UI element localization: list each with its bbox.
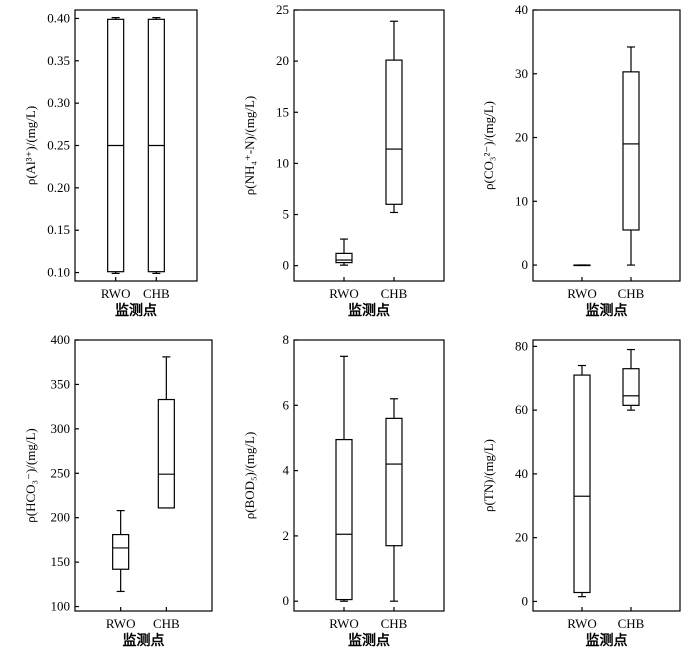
box-CHB (622, 46, 640, 266)
plot-frame (532, 9, 681, 282)
iqr-box (622, 71, 640, 231)
y-tick-label: 0.10 (47, 265, 70, 280)
y-axis-label: ρ(CO₃²⁻)/(mg/L) (481, 101, 496, 190)
box-CHB (147, 17, 165, 274)
y-axis-label: ρ(TN)/(mg/L) (481, 439, 496, 512)
y-tick-label: 25 (276, 2, 289, 17)
y-tick-label: 20 (515, 130, 528, 145)
y-tick-label: 4 (283, 463, 290, 478)
y-tick-label: 30 (515, 66, 528, 81)
y-tick-label: 15 (276, 104, 289, 119)
y-tick-label: 150 (51, 554, 71, 569)
box-RWO (107, 17, 125, 274)
y-tick-label: 0.15 (47, 222, 70, 237)
iqr-box (573, 374, 591, 594)
iqr-box (112, 533, 130, 570)
box-RWO (335, 238, 353, 266)
y-axis-label: ρ(NH₄⁺-N)/(mg/L) (242, 96, 257, 195)
x-tick-label: RWO (106, 616, 136, 631)
box-RWO (573, 364, 591, 598)
y-tick-label: 40 (515, 466, 528, 481)
x-tick-label: CHB (381, 286, 408, 301)
x-tick-label: CHB (381, 616, 408, 631)
y-tick-label: 0 (283, 258, 290, 273)
x-axis-label: 监测点 (586, 632, 628, 649)
plot-frame (293, 339, 445, 612)
plot-frame (74, 339, 213, 612)
box-CHB (157, 356, 175, 509)
x-axis-label: 监测点 (123, 632, 165, 649)
y-tick-label: 0 (522, 257, 529, 272)
x-axis-label: 监测点 (586, 302, 628, 319)
y-tick-label: 0.20 (47, 180, 70, 195)
y-axis-label: ρ(HCO₃⁻)/(mg/L) (23, 428, 38, 522)
plot-frame (74, 9, 198, 282)
y-tick-label: 0 (283, 593, 290, 608)
x-tick-label: RWO (567, 616, 597, 631)
y-tick-label: 0.25 (47, 138, 70, 153)
iqr-box (385, 59, 403, 205)
iqr-box (335, 438, 353, 601)
y-tick-label: 40 (515, 2, 528, 17)
y-tick-label: 250 (51, 465, 71, 480)
box-CHB (622, 348, 640, 411)
y-tick-label: 100 (51, 599, 71, 614)
plot-frame (293, 9, 445, 282)
iqr-box (385, 417, 403, 547)
y-tick-label: 80 (515, 338, 528, 353)
y-tick-label: 20 (515, 530, 528, 545)
box-CHB (385, 20, 403, 214)
x-tick-label: CHB (618, 286, 645, 301)
x-tick-label: CHB (153, 616, 180, 631)
y-tick-label: 350 (51, 376, 71, 391)
x-axis-label: 监测点 (348, 302, 390, 319)
plot-frame (532, 339, 681, 612)
y-tick-label: 0 (522, 593, 529, 608)
y-axis-label: ρ(Al³⁺)/(mg/L) (23, 106, 38, 185)
y-tick-label: 10 (515, 193, 528, 208)
y-tick-label: 0.35 (47, 53, 70, 68)
x-tick-label: CHB (618, 616, 645, 631)
x-tick-label: RWO (567, 286, 597, 301)
y-tick-label: 6 (283, 397, 290, 412)
x-tick-label: RWO (329, 616, 359, 631)
x-tick-label: RWO (329, 286, 359, 301)
x-tick-label: CHB (143, 286, 170, 301)
y-tick-label: 5 (283, 207, 290, 222)
y-tick-label: 60 (515, 402, 528, 417)
y-axis-label: ρ(BOD₅)/(mg/L) (242, 432, 257, 520)
y-tick-label: 400 (51, 332, 71, 347)
y-tick-label: 2 (283, 528, 290, 543)
y-tick-label: 20 (276, 53, 289, 68)
x-axis-label: 监测点 (348, 632, 390, 649)
y-tick-label: 0.40 (47, 10, 70, 25)
y-tick-label: 0.30 (47, 95, 70, 110)
box-RWO (112, 509, 130, 593)
x-tick-label: RWO (101, 286, 131, 301)
x-axis-label: 监测点 (115, 302, 157, 319)
iqr-box (157, 398, 175, 509)
y-tick-label: 8 (283, 332, 290, 347)
y-tick-label: 300 (51, 421, 71, 436)
box-RWO (573, 264, 591, 267)
y-tick-label: 200 (51, 510, 71, 525)
iqr-box (622, 368, 640, 406)
iqr-box (335, 252, 353, 264)
y-tick-label: 10 (276, 155, 289, 170)
box-RWO (335, 355, 353, 602)
box-CHB (385, 398, 403, 602)
